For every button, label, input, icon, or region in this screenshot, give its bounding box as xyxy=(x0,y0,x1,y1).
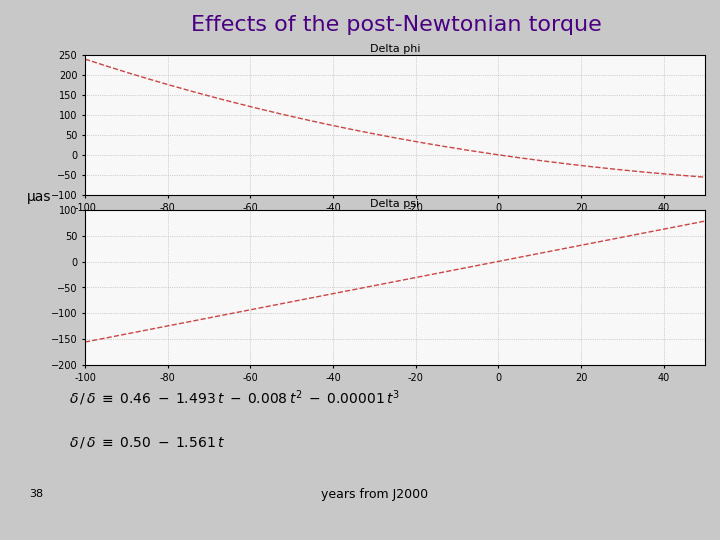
Text: μas: μas xyxy=(27,190,52,204)
Text: years from J2000: years from J2000 xyxy=(321,488,428,501)
Text: $\delta\,/\,\delta\;\equiv\;0.50\;-\;1.561\,t$: $\delta\,/\,\delta\;\equiv\;0.50\;-\;1.5… xyxy=(69,435,225,449)
Title: Delta phi: Delta phi xyxy=(370,44,420,54)
Text: Effects of the post-Newtonian torque: Effects of the post-Newtonian torque xyxy=(191,15,601,35)
Title: Delta psi: Delta psi xyxy=(370,199,420,209)
Text: 38: 38 xyxy=(29,489,43,500)
Text: $\delta\,/\,\delta\;\equiv\;0.46\;-\;1.493\,t\;-\;0.008\,t^2\;-\;0.00001\,t^3$: $\delta\,/\,\delta\;\equiv\;0.46\;-\;1.4… xyxy=(69,388,400,408)
